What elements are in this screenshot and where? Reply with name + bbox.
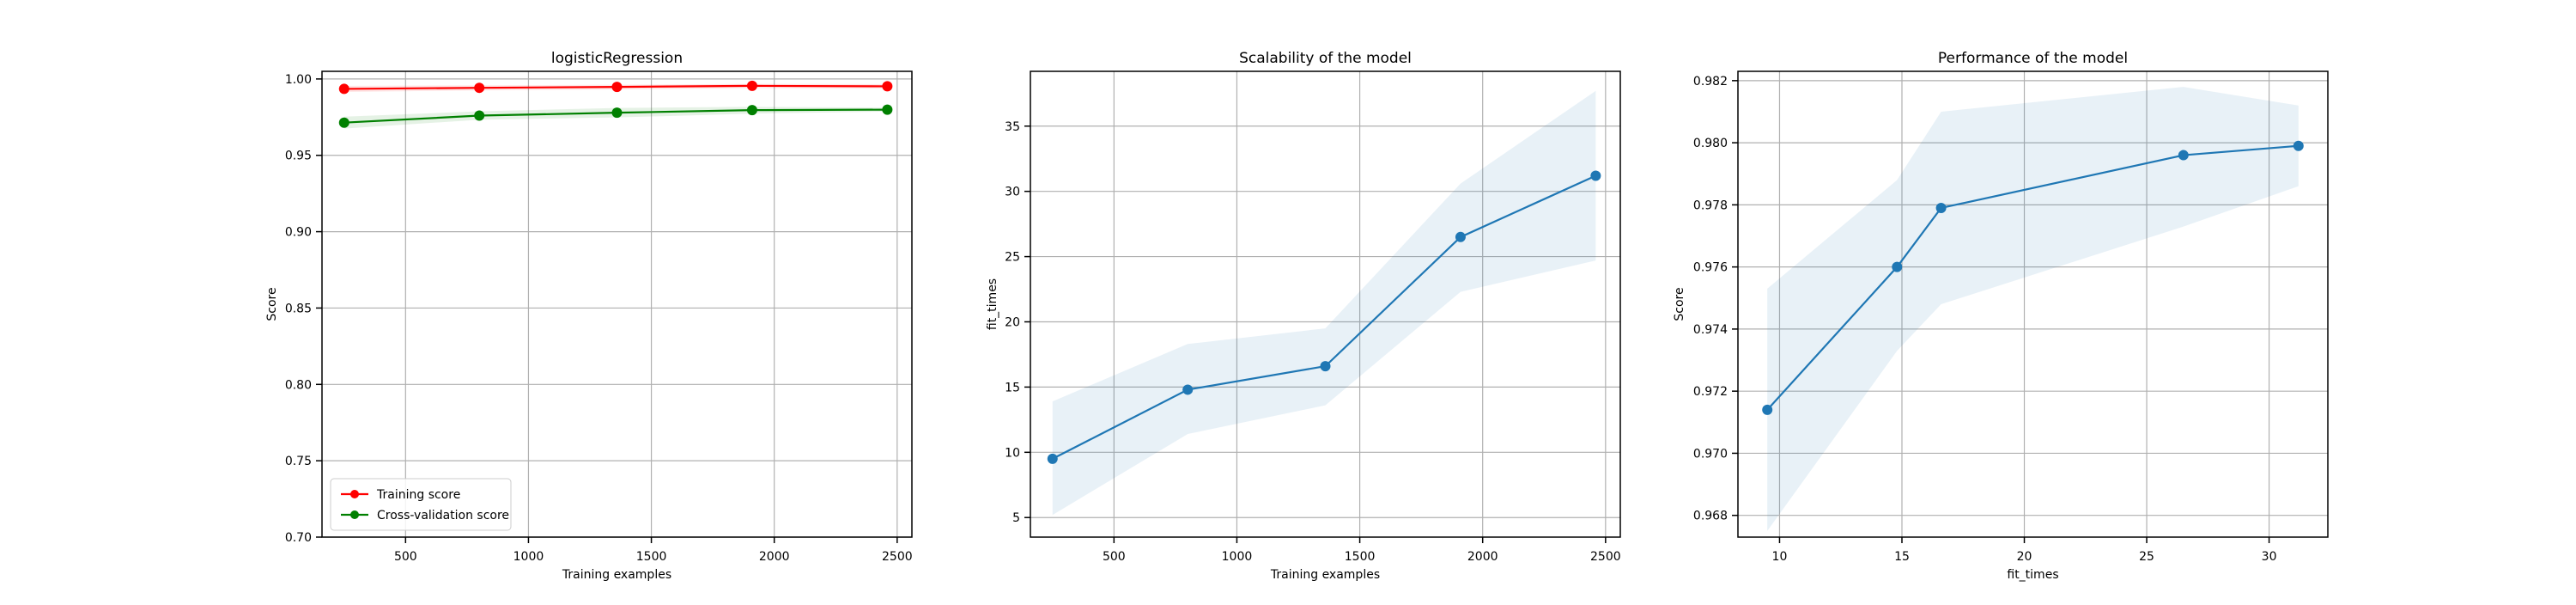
data-point xyxy=(2293,140,2304,151)
legend-marker xyxy=(350,490,359,498)
y-tick-label: 0.70 xyxy=(285,531,312,545)
legend-label: Training score xyxy=(376,488,460,502)
x-tick-label: 15 xyxy=(1894,550,1910,564)
y-tick-label: 0.970 xyxy=(1693,447,1728,461)
y-tick-label: 0.976 xyxy=(1693,261,1728,275)
data-point xyxy=(1182,384,1194,395)
data-point xyxy=(474,110,485,121)
y-tick-label: 0.95 xyxy=(285,150,312,163)
legend-marker xyxy=(350,510,359,519)
data-point xyxy=(474,82,485,94)
x-tick-label: 1500 xyxy=(636,550,667,564)
y-tick-label: 5 xyxy=(1012,511,1020,525)
x-tick-label: 1000 xyxy=(1222,550,1253,564)
y-tick-label: 0.978 xyxy=(1693,199,1728,212)
y-tick-label: 15 xyxy=(1005,381,1020,394)
data-point xyxy=(611,107,623,119)
y-tick-label: 0.968 xyxy=(1693,510,1728,523)
chart-panel-3: 10 15 20 25 30 0.968 0.970 0.972 0.974 0.976 0.978… xyxy=(1673,50,2329,582)
chart-panel-1: 500 1000 1500 2000 2500 0.70 0.75 0.80 0.85 0.90 0… xyxy=(265,50,913,582)
axes-frame xyxy=(321,70,913,538)
y-tick-label: 0.980 xyxy=(1693,137,1728,150)
x-tick-label: 2000 xyxy=(1467,550,1498,564)
chart-panel-2: 500 1000 1500 2000 2500 5 10 15 20 25 30 35 Scalabil… xyxy=(986,50,1621,582)
x-axis-label: Training examples xyxy=(562,568,671,582)
confidence-band xyxy=(1052,90,1596,516)
y-tick-label: 0.90 xyxy=(285,226,312,240)
y-axis-label: fit_times xyxy=(986,278,999,330)
x-tick-label: 2500 xyxy=(882,550,913,564)
y-tick-label: 0.75 xyxy=(285,455,312,468)
chart-title: Performance of the model xyxy=(1938,50,2128,67)
chart-title: logisticRegression xyxy=(551,50,683,67)
y-tick-label: 25 xyxy=(1005,251,1020,265)
y-axis-label: Score xyxy=(1673,287,1686,321)
y-tick-label: 0.982 xyxy=(1693,75,1728,89)
y-tick-label: 1.00 xyxy=(285,73,312,87)
y-tick-label: 20 xyxy=(1005,315,1020,329)
data-point xyxy=(611,82,623,93)
chart-title: Scalability of the model xyxy=(1239,50,1412,67)
x-tick-label: 2000 xyxy=(759,550,790,564)
y-tick-label: 0.85 xyxy=(285,302,312,315)
x-tick-label: 500 xyxy=(394,550,417,564)
data-point xyxy=(1455,231,1466,242)
data-point xyxy=(1762,404,1773,415)
y-axis-label: Score xyxy=(265,287,279,321)
x-tick-label: 1000 xyxy=(513,550,544,564)
data-point xyxy=(1590,170,1601,181)
x-tick-label: 30 xyxy=(2262,550,2277,564)
data-point xyxy=(746,80,757,91)
y-tick-label: 35 xyxy=(1005,120,1020,134)
axes-frame xyxy=(1030,70,1621,538)
x-tick-label: 10 xyxy=(1772,550,1788,564)
data-point xyxy=(746,105,757,116)
data-point xyxy=(1320,361,1331,372)
y-tick-label: 10 xyxy=(1005,446,1020,460)
data-point xyxy=(338,117,349,128)
x-tick-label: 2500 xyxy=(1590,550,1621,564)
data-point xyxy=(1892,261,1903,272)
data-point xyxy=(882,81,893,92)
y-tick-label: 0.972 xyxy=(1693,385,1728,399)
y-tick-label: 0.80 xyxy=(285,378,312,392)
x-tick-label: 25 xyxy=(2139,550,2154,564)
x-axis-label: Training examples xyxy=(1270,568,1380,582)
x-tick-label: 1500 xyxy=(1345,550,1376,564)
legend-box xyxy=(330,478,512,531)
y-tick-label: 0.974 xyxy=(1693,323,1728,337)
data-point xyxy=(2178,150,2189,161)
data-point xyxy=(1935,202,1947,213)
axes-frame xyxy=(1737,70,2329,538)
data-point xyxy=(882,104,893,115)
x-tick-label: 20 xyxy=(2017,550,2032,564)
confidence-band xyxy=(1767,87,2299,531)
legend-label: Cross-validation score xyxy=(377,509,509,522)
data-point xyxy=(1047,453,1058,464)
y-tick-label: 30 xyxy=(1005,186,1020,199)
data-point xyxy=(338,83,349,95)
x-axis-label: fit_times xyxy=(2007,568,2058,582)
x-tick-label: 500 xyxy=(1103,550,1126,564)
